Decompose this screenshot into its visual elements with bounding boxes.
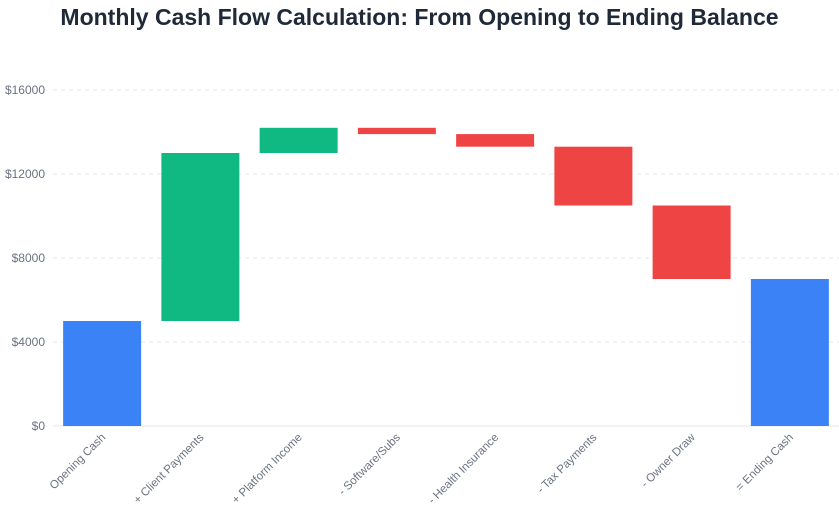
y-tick-label: $16000 bbox=[5, 83, 45, 97]
bars bbox=[63, 127, 829, 426]
x-tick-label: + Client Payments bbox=[132, 431, 207, 506]
y-tick-label: $0 bbox=[32, 419, 46, 433]
bar-total bbox=[63, 321, 142, 426]
x-tick-label: + Platform Income bbox=[230, 432, 305, 507]
bar-increase bbox=[161, 153, 240, 321]
x-tick-label: Opening Cash bbox=[48, 432, 108, 492]
x-tick-label: - Health Insurance bbox=[426, 432, 501, 507]
x-axis: Opening Cash + Client Payments + Platform … bbox=[48, 431, 796, 506]
x-tick-label: - Software/Subs bbox=[337, 431, 404, 498]
bar-decrease bbox=[554, 146, 633, 206]
y-tick-label: $12000 bbox=[5, 167, 45, 181]
chart-title: Monthly Cash Flow Calculation: From Open… bbox=[60, 4, 779, 30]
x-tick-label: = Ending Cash bbox=[734, 432, 796, 494]
x-tick-label: - Owner Draw bbox=[639, 431, 698, 490]
y-axis: $0 $4000 $8000 $12000 $16000 bbox=[5, 83, 45, 433]
y-tick-label: $8000 bbox=[12, 251, 46, 265]
bar-increase bbox=[259, 127, 338, 153]
y-tick-label: $4000 bbox=[12, 335, 46, 349]
bar-decrease bbox=[652, 205, 731, 279]
bar-decrease bbox=[357, 127, 436, 135]
bar-total bbox=[750, 279, 829, 426]
bar-decrease bbox=[456, 134, 535, 147]
x-tick-label: - Tax Payments bbox=[535, 431, 600, 496]
